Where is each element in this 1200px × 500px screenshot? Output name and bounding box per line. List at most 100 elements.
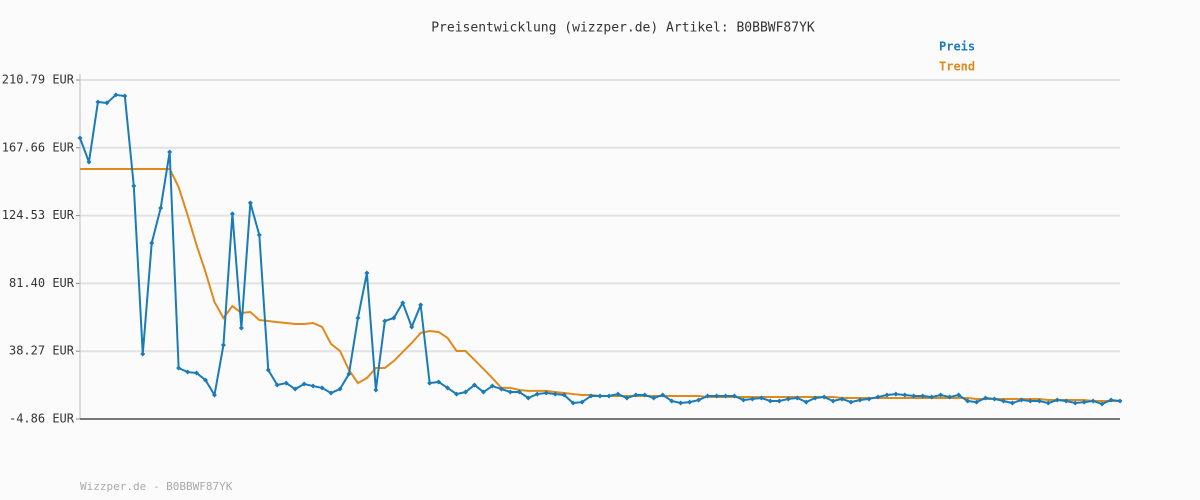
point-marker — [947, 394, 953, 400]
point-marker — [803, 399, 809, 405]
point-marker — [113, 92, 119, 98]
point-marker — [911, 393, 917, 399]
point-marker — [346, 371, 352, 377]
point-marker — [821, 394, 827, 400]
y-tick-label: -4.86 EUR — [9, 412, 75, 426]
point-marker — [794, 395, 800, 401]
point-marker — [983, 395, 989, 401]
point-marker — [158, 205, 164, 211]
point-marker — [301, 381, 307, 387]
point-marker — [463, 389, 469, 395]
point-marker — [731, 393, 737, 399]
point-marker — [176, 365, 182, 371]
point-marker — [758, 395, 764, 401]
point-marker — [839, 396, 845, 402]
point-marker — [740, 397, 746, 403]
point-marker — [714, 393, 720, 399]
point-marker — [687, 399, 693, 405]
point-marker — [633, 392, 639, 398]
point-marker — [373, 387, 379, 393]
point-marker — [525, 395, 531, 401]
point-marker — [588, 393, 594, 399]
y-tick-label: 210.79 EUR — [2, 73, 75, 87]
point-marker — [480, 389, 486, 395]
y-tick-label: 38.27 EUR — [9, 344, 75, 358]
point-marker — [1045, 400, 1051, 406]
point-marker — [1018, 397, 1024, 403]
point-marker — [534, 391, 540, 397]
point-marker — [220, 342, 226, 348]
point-marker — [95, 99, 101, 105]
point-marker — [561, 392, 567, 398]
point-marker — [489, 383, 495, 389]
point-marker — [875, 394, 881, 400]
point-marker — [1099, 401, 1105, 407]
point-marker — [705, 393, 711, 399]
point-marker — [131, 183, 137, 189]
point-marker — [122, 93, 128, 99]
point-marker — [140, 351, 146, 357]
point-marker — [974, 399, 980, 405]
point-marker — [427, 380, 433, 386]
point-marker — [991, 396, 997, 402]
point-marker — [292, 386, 298, 392]
point-marker — [848, 399, 854, 405]
point-marker — [1081, 399, 1087, 405]
point-marker — [624, 395, 630, 401]
point-marker — [247, 200, 253, 206]
point-marker — [606, 393, 612, 399]
point-marker — [893, 391, 899, 397]
point-marker — [229, 211, 235, 217]
point-marker — [104, 100, 110, 106]
point-marker — [767, 398, 773, 404]
point-marker — [364, 270, 370, 276]
point-marker — [776, 398, 782, 404]
point-marker — [1072, 400, 1078, 406]
point-marker — [830, 398, 836, 404]
y-tick-label: 167.66 EUR — [2, 140, 75, 154]
point-marker — [86, 159, 92, 165]
point-marker — [454, 391, 460, 397]
point-marker — [328, 390, 334, 396]
point-marker — [696, 397, 702, 403]
point-marker — [785, 396, 791, 402]
point-marker — [1063, 398, 1069, 404]
point-marker — [579, 399, 585, 405]
point-marker — [920, 393, 926, 399]
point-marker — [382, 318, 388, 324]
point-marker — [445, 385, 451, 391]
point-marker — [149, 240, 155, 246]
point-marker — [965, 398, 971, 404]
point-marker — [1000, 398, 1006, 404]
point-marker — [552, 391, 558, 397]
point-marker — [265, 367, 271, 373]
legend-label: Trend — [939, 60, 975, 74]
point-marker — [642, 392, 648, 398]
y-tick-label: 124.53 EUR — [2, 208, 75, 222]
point-marker — [471, 382, 477, 388]
point-marker — [274, 382, 280, 388]
point-marker — [1117, 398, 1123, 404]
point-marker — [938, 392, 944, 398]
point-marker — [615, 391, 621, 397]
point-marker — [669, 398, 675, 404]
point-marker — [203, 377, 209, 383]
point-marker — [1036, 398, 1042, 404]
point-marker — [723, 393, 729, 399]
point-marker — [597, 393, 603, 399]
point-marker — [337, 386, 343, 392]
point-marker — [211, 392, 217, 398]
point-marker — [749, 396, 755, 402]
point-marker — [929, 394, 935, 400]
point-marker — [436, 379, 442, 385]
point-marker — [543, 390, 549, 396]
point-marker — [884, 392, 890, 398]
point-marker — [418, 302, 424, 308]
point-marker — [866, 396, 872, 402]
point-marker — [1054, 397, 1060, 403]
point-marker — [238, 325, 244, 331]
point-marker — [1009, 400, 1015, 406]
point-marker — [194, 370, 200, 376]
